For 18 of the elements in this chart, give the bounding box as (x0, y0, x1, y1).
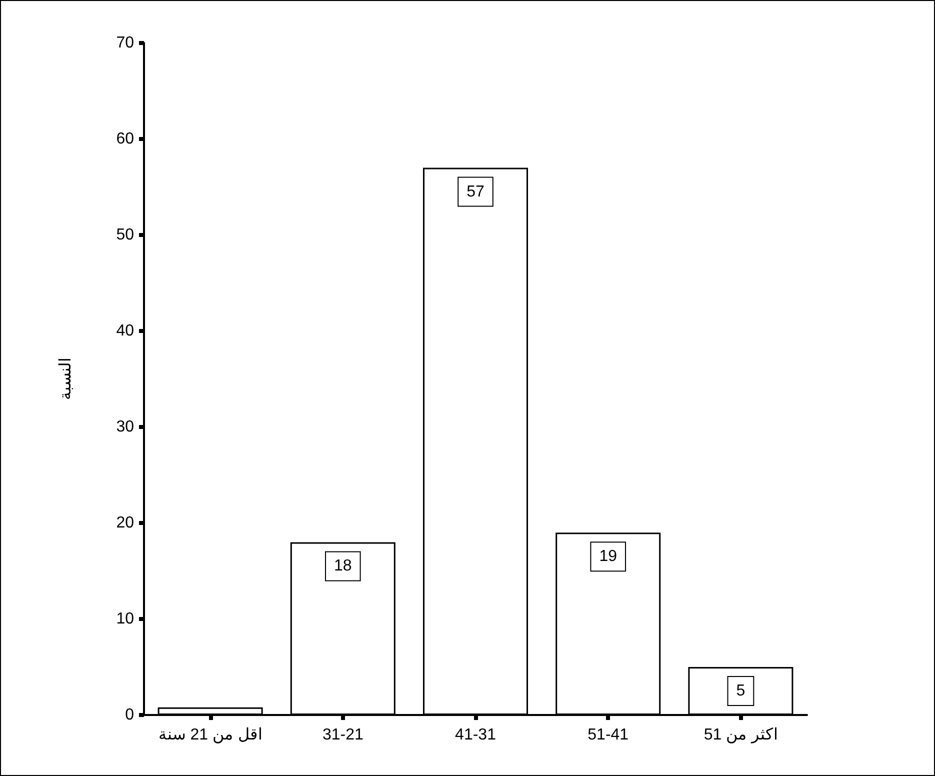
y-tick-label: 10 (116, 610, 134, 628)
data-label: 18 (334, 558, 352, 575)
x-tick-label: اقل من 21 سنة (158, 726, 262, 744)
data-label: 57 (466, 183, 484, 200)
y-tick-label: 50 (116, 226, 134, 244)
data-label: 19 (599, 548, 618, 566)
x-tick-label: 41-31 (455, 726, 496, 744)
y-tick-label: 30 (116, 418, 134, 436)
y-tick-label: 70 (116, 34, 134, 52)
y-tick-label: 20 (116, 514, 134, 532)
y-tick-label: 40 (116, 322, 134, 340)
x-tick-label: 31-21 (322, 726, 364, 744)
y-axis-title: النسبة (58, 358, 74, 400)
x-tick-label: 51-41 (588, 726, 629, 744)
data-label: 5 (736, 682, 746, 700)
y-tick-label: 0 (125, 706, 134, 724)
x-tick-label: اكثر من 51 (704, 726, 778, 744)
y-tick-label: 60 (116, 130, 134, 148)
